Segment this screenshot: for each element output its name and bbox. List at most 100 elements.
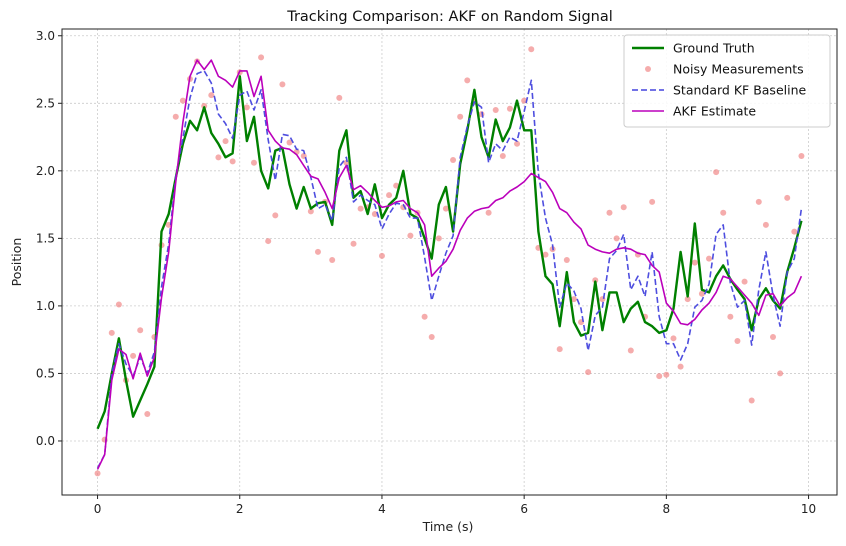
measurement-point <box>499 152 506 159</box>
x-tick-label: 10 <box>801 502 816 516</box>
measurement-point <box>329 256 336 263</box>
measurement-point <box>528 46 535 53</box>
measurement-point <box>137 327 144 334</box>
measurement-point <box>492 107 499 114</box>
measurement-point <box>265 238 272 245</box>
measurement-point <box>677 363 684 370</box>
measurement-point <box>215 154 222 161</box>
measurement-point <box>144 410 151 417</box>
measurement-point <box>563 256 570 263</box>
measurement-point <box>450 157 457 164</box>
measurement-point <box>613 235 620 242</box>
measurement-point <box>606 209 613 216</box>
legend-item-noisy-measurements: Noisy Measurements <box>645 62 804 77</box>
measurement-point <box>350 240 357 247</box>
x-tick-label: 4 <box>378 502 386 516</box>
measurement-point <box>777 370 784 377</box>
measurement-point <box>791 228 798 235</box>
x-tick-label: 2 <box>236 502 244 516</box>
measurement-point <box>250 159 257 166</box>
measurement-point <box>684 296 691 303</box>
y-tick-label: 1.0 <box>36 299 55 313</box>
x-axis-label: Time (s) <box>422 519 474 534</box>
measurement-point <box>442 205 449 212</box>
measurement-point <box>570 296 577 303</box>
measurement-point <box>307 208 314 215</box>
chart-title: Tracking Comparison: AKF on Random Signa… <box>286 9 613 25</box>
y-tick-label: 3.0 <box>36 29 55 43</box>
series-standard-kf-baseline-line <box>96 70 803 469</box>
measurement-point <box>784 194 791 201</box>
measurement-point <box>435 235 442 242</box>
measurement-point <box>314 248 321 255</box>
y-axis-label: Position <box>9 238 24 287</box>
y-tick-label: 0.0 <box>36 434 55 448</box>
plot-frame <box>61 28 838 496</box>
measurement-point <box>620 204 627 211</box>
measurement-point <box>691 259 698 266</box>
measurement-point <box>357 205 364 212</box>
measurement-point <box>243 104 250 111</box>
measurement-point <box>727 313 734 320</box>
plot-series <box>94 46 805 477</box>
measurement-point <box>627 347 634 354</box>
measurement-point <box>798 152 805 159</box>
y-tick-label: 0.5 <box>36 366 55 380</box>
measurement-point <box>407 232 414 239</box>
legend-box <box>623 34 831 128</box>
measurement-point <box>201 102 208 109</box>
measurement-point <box>542 251 549 258</box>
legend-marker <box>645 66 651 72</box>
legend-label: Ground Truth <box>673 41 755 56</box>
measurement-point <box>720 209 727 216</box>
measurement-point <box>457 113 464 120</box>
measurement-point <box>670 335 677 342</box>
measurement-point <box>378 252 385 259</box>
measurement-point <box>130 352 137 359</box>
legend-item-ground-truth: Ground Truth <box>632 41 755 56</box>
measurement-point <box>115 301 122 308</box>
measurement-point <box>336 94 343 101</box>
legend: Ground Truth Noisy Measurements Standard K… <box>623 34 831 128</box>
measurement-point <box>585 369 592 376</box>
y-tick-label: 1.5 <box>36 231 55 245</box>
series-ground-truth-line <box>96 75 803 430</box>
measurement-point <box>386 192 393 199</box>
measurement-point <box>770 333 777 340</box>
measurement-point <box>663 371 670 378</box>
measurement-point <box>94 470 101 477</box>
measurement-point <box>762 221 769 228</box>
y-tick-label: 2.5 <box>36 96 55 110</box>
measurement-point <box>734 338 741 345</box>
measurement-point <box>286 139 293 146</box>
legend-item-akf-estimate: AKF Estimate <box>632 104 756 119</box>
measurement-point <box>172 113 179 120</box>
measurement-point <box>649 198 656 205</box>
measurement-point <box>258 54 265 61</box>
measurement-point <box>755 198 762 205</box>
measurement-point <box>222 138 229 145</box>
measurement-point <box>464 77 471 84</box>
measurement-point <box>514 140 521 147</box>
measurement-point <box>556 346 563 353</box>
axes: 0 2 4 6 8 10 0.0 0.5 1.0 1.5 2.0 2.5 3.0 <box>36 29 816 516</box>
legend-label: Standard KF Baseline <box>673 83 807 98</box>
measurement-point <box>421 313 428 320</box>
x-tick-label: 6 <box>520 502 528 516</box>
measurement-point <box>741 278 748 285</box>
measurement-point <box>506 105 513 112</box>
y-tick-label: 2.0 <box>36 164 55 178</box>
measurement-point <box>343 159 350 166</box>
legend-label: Noisy Measurements <box>673 62 804 77</box>
measurement-point <box>179 97 186 104</box>
series-akf-estimate-line <box>96 59 803 470</box>
measurement-point <box>748 397 755 404</box>
x-tick-label: 8 <box>663 502 671 516</box>
measurement-point <box>656 373 663 380</box>
x-tick-label: 0 <box>94 502 102 516</box>
measurement-point <box>108 329 115 336</box>
legend-label: AKF Estimate <box>673 104 756 119</box>
measurement-point <box>229 158 236 165</box>
measurement-point <box>279 81 286 88</box>
